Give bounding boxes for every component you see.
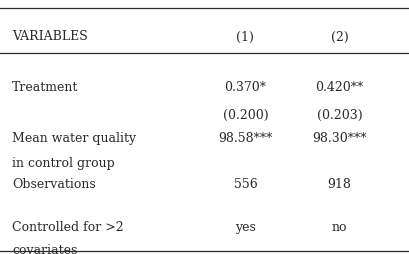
Text: 556: 556 <box>234 178 257 191</box>
Text: Mean water quality: Mean water quality <box>12 132 136 145</box>
Text: Treatment: Treatment <box>12 81 79 94</box>
Text: no: no <box>332 221 347 234</box>
Text: 918: 918 <box>328 178 351 191</box>
Text: yes: yes <box>235 221 256 234</box>
Text: 0.370*: 0.370* <box>225 81 266 94</box>
Text: 98.30***: 98.30*** <box>312 132 367 145</box>
Text: (1): (1) <box>236 30 254 43</box>
Text: 0.420**: 0.420** <box>315 81 364 94</box>
Text: 98.58***: 98.58*** <box>218 132 272 145</box>
Text: (2): (2) <box>330 30 348 43</box>
Text: Controlled for >2: Controlled for >2 <box>12 221 124 234</box>
Text: VARIABLES: VARIABLES <box>12 30 88 43</box>
Text: covariates: covariates <box>12 244 78 254</box>
Text: in control group: in control group <box>12 157 115 170</box>
Text: (0.200): (0.200) <box>222 109 268 122</box>
Text: (0.203): (0.203) <box>317 109 362 122</box>
Text: Observations: Observations <box>12 178 96 191</box>
